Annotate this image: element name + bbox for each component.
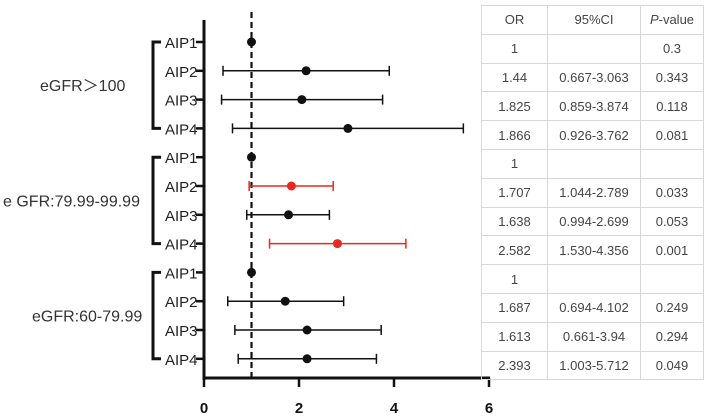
point-estimate [297,95,307,105]
table-row: 1.707 1.044-2.789 0.033 [481,177,704,208]
row-label: AIP4 [165,237,198,254]
table-cell [640,264,704,294]
group-bracket [151,270,161,361]
row-label: AIP2 [165,294,198,311]
table-cell [547,33,641,64]
table-cell [547,264,641,294]
table-cell: 1 [481,148,548,179]
table-cell: 1.530-4.356 [547,235,641,266]
table-cell: 1.003-5.712 [547,350,641,381]
row-label: AIP1 [165,265,198,282]
table-cell: 0.249 [640,292,704,323]
table-cell: 0.033 [640,177,704,208]
table-cell: 1.613 [481,321,548,352]
group-label: e GFR:79.99-99.99 [3,193,140,210]
point-estimate [301,66,311,76]
table-cell: 0.694-4.102 [547,292,641,323]
table-row: 1.866 0.926-3.762 0.081 [481,120,704,150]
point-estimate [332,239,342,249]
group-label: eGFR:60-79.99 [32,309,142,326]
point-estimate [247,152,256,162]
table-cell: 1.707 [481,177,548,208]
point-estimate [284,210,294,220]
x-tick-label: 0 [200,400,208,417]
table-row: 1 [481,148,704,179]
point-estimate [280,296,290,306]
table-row: 1.613 0.661-3.94 0.294 [481,321,704,352]
table-cell: 0.667-3.063 [547,62,641,93]
x-tick-label: 4 [390,400,399,417]
table-cell: 1.825 [481,91,548,122]
x-tick-label: 6 [485,400,493,417]
table-cell: 0.294 [640,321,704,352]
table-row: 1 0.3 [481,33,704,64]
row-label: AIP3 [165,208,198,225]
table-cell: 95%CI [547,5,641,35]
row-label: AIP4 [165,121,198,138]
group-bracket [151,155,161,246]
table-cell: 1.044-2.789 [547,177,641,208]
point-estimate [247,37,256,47]
table-cell: 0.001 [640,235,704,266]
table-cell: 1.687 [481,292,548,323]
table-cell: 0.661-3.94 [547,321,641,352]
table-cell: 2.393 [481,350,548,381]
table-row: 2.582 1.530-4.356 0.001 [481,235,704,266]
table-row: 1.687 0.694-4.102 0.249 [481,292,704,323]
table-row: 1.825 0.859-3.874 0.118 [481,91,704,122]
group-bracket [151,40,161,130]
point-estimate [343,123,353,133]
table-cell: 1.44 [481,62,548,93]
table-cell: 0.118 [640,91,704,122]
table-cell [547,148,641,179]
row-label: AIP4 [165,352,198,369]
table-cell: 0.049 [640,350,704,381]
table-cell: 1.638 [481,206,548,237]
table-cell: 0.3 [640,33,704,64]
table-cell: 1.866 [481,120,548,150]
x-tick-label: 2 [295,400,303,417]
row-label: AIP1 [165,35,198,52]
results-table: OR 95%CI P-value 1 0.3 1.44 0.667-3.063 0.343 1.… [481,5,704,381]
table-row: 2.393 1.003-5.712 0.049 [481,350,704,381]
table-cell: P-value [640,5,704,35]
table-cell: 0.343 [640,62,704,93]
table-row: 1 [481,264,704,294]
row-label: AIP2 [165,179,198,196]
table-cell: 0.859-3.874 [547,91,641,122]
table-row: 1.638 0.994-2.699 0.053 [481,206,704,237]
point-estimate [286,181,296,191]
row-label: AIP2 [165,64,198,81]
row-label: AIP3 [165,93,198,110]
table-cell: 2.582 [481,235,548,266]
table-cell: OR [481,5,548,35]
table-cell: 0.053 [640,206,704,237]
table-cell: 0.994-2.699 [547,206,641,237]
row-label: AIP1 [165,150,198,167]
group-label: eGFR＞100 [40,78,125,95]
row-label: AIP3 [165,323,198,340]
table-cell: 1 [481,264,548,294]
point-estimate [247,267,256,277]
point-estimate [302,354,312,364]
table-row: 1.44 0.667-3.063 0.343 [481,62,704,93]
point-estimate [302,325,312,335]
table-cell: 1 [481,33,548,64]
table-header: OR 95%CI P-value [481,5,704,35]
table-cell [640,148,704,179]
table-cell: 0.926-3.762 [547,120,641,150]
table-cell: 0.081 [640,120,704,150]
